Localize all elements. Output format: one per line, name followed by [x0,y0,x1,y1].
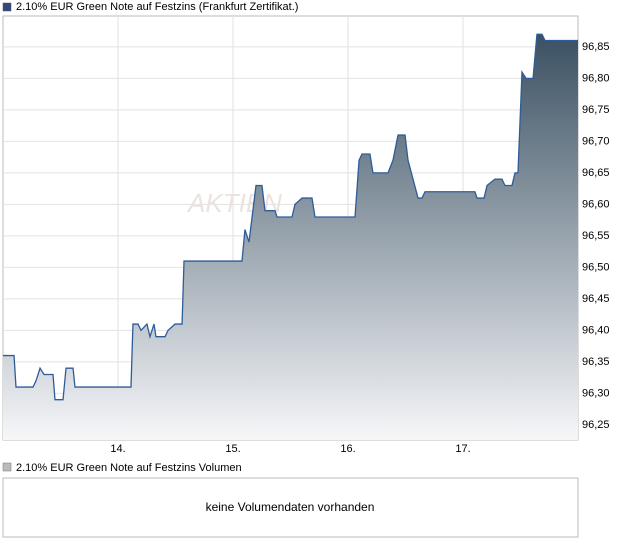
x-tick-label: 17. [455,443,470,455]
x-tick-label: 16. [340,443,355,455]
volume-message: keine Volumendaten vorhanden [206,500,375,514]
y-tick-label: 96,30 [582,387,610,399]
legend-label: 2.10% EUR Green Note auf Festzins (Frank… [16,1,298,13]
volume-panel [2,477,579,538]
y-tick-label: 96,80 [582,72,610,84]
y-tick-label: 96,50 [582,261,610,273]
legend-swatch [2,2,12,12]
volume-legend-swatch [2,462,12,472]
y-tick-label: 96,45 [582,293,610,305]
y-tick-label: 96,65 [582,167,610,179]
y-tick-label: 96,60 [582,198,610,210]
y-tick-label: 96,35 [582,356,610,368]
area [3,34,578,441]
y-tick-label: 96,55 [582,230,610,242]
line [3,33,578,401]
x-tick-label: 15. [225,443,240,455]
y-tick-label: 96,40 [582,324,610,336]
y-tick-label: 96,75 [582,104,610,116]
x-tick-label: 14. [110,443,125,455]
y-tick-label: 96,25 [582,419,610,431]
y-tick-label: 96,70 [582,135,610,147]
volume-legend-label: 2.10% EUR Green Note auf Festzins Volume… [16,462,242,474]
y-tick-label: 96,85 [582,41,610,53]
